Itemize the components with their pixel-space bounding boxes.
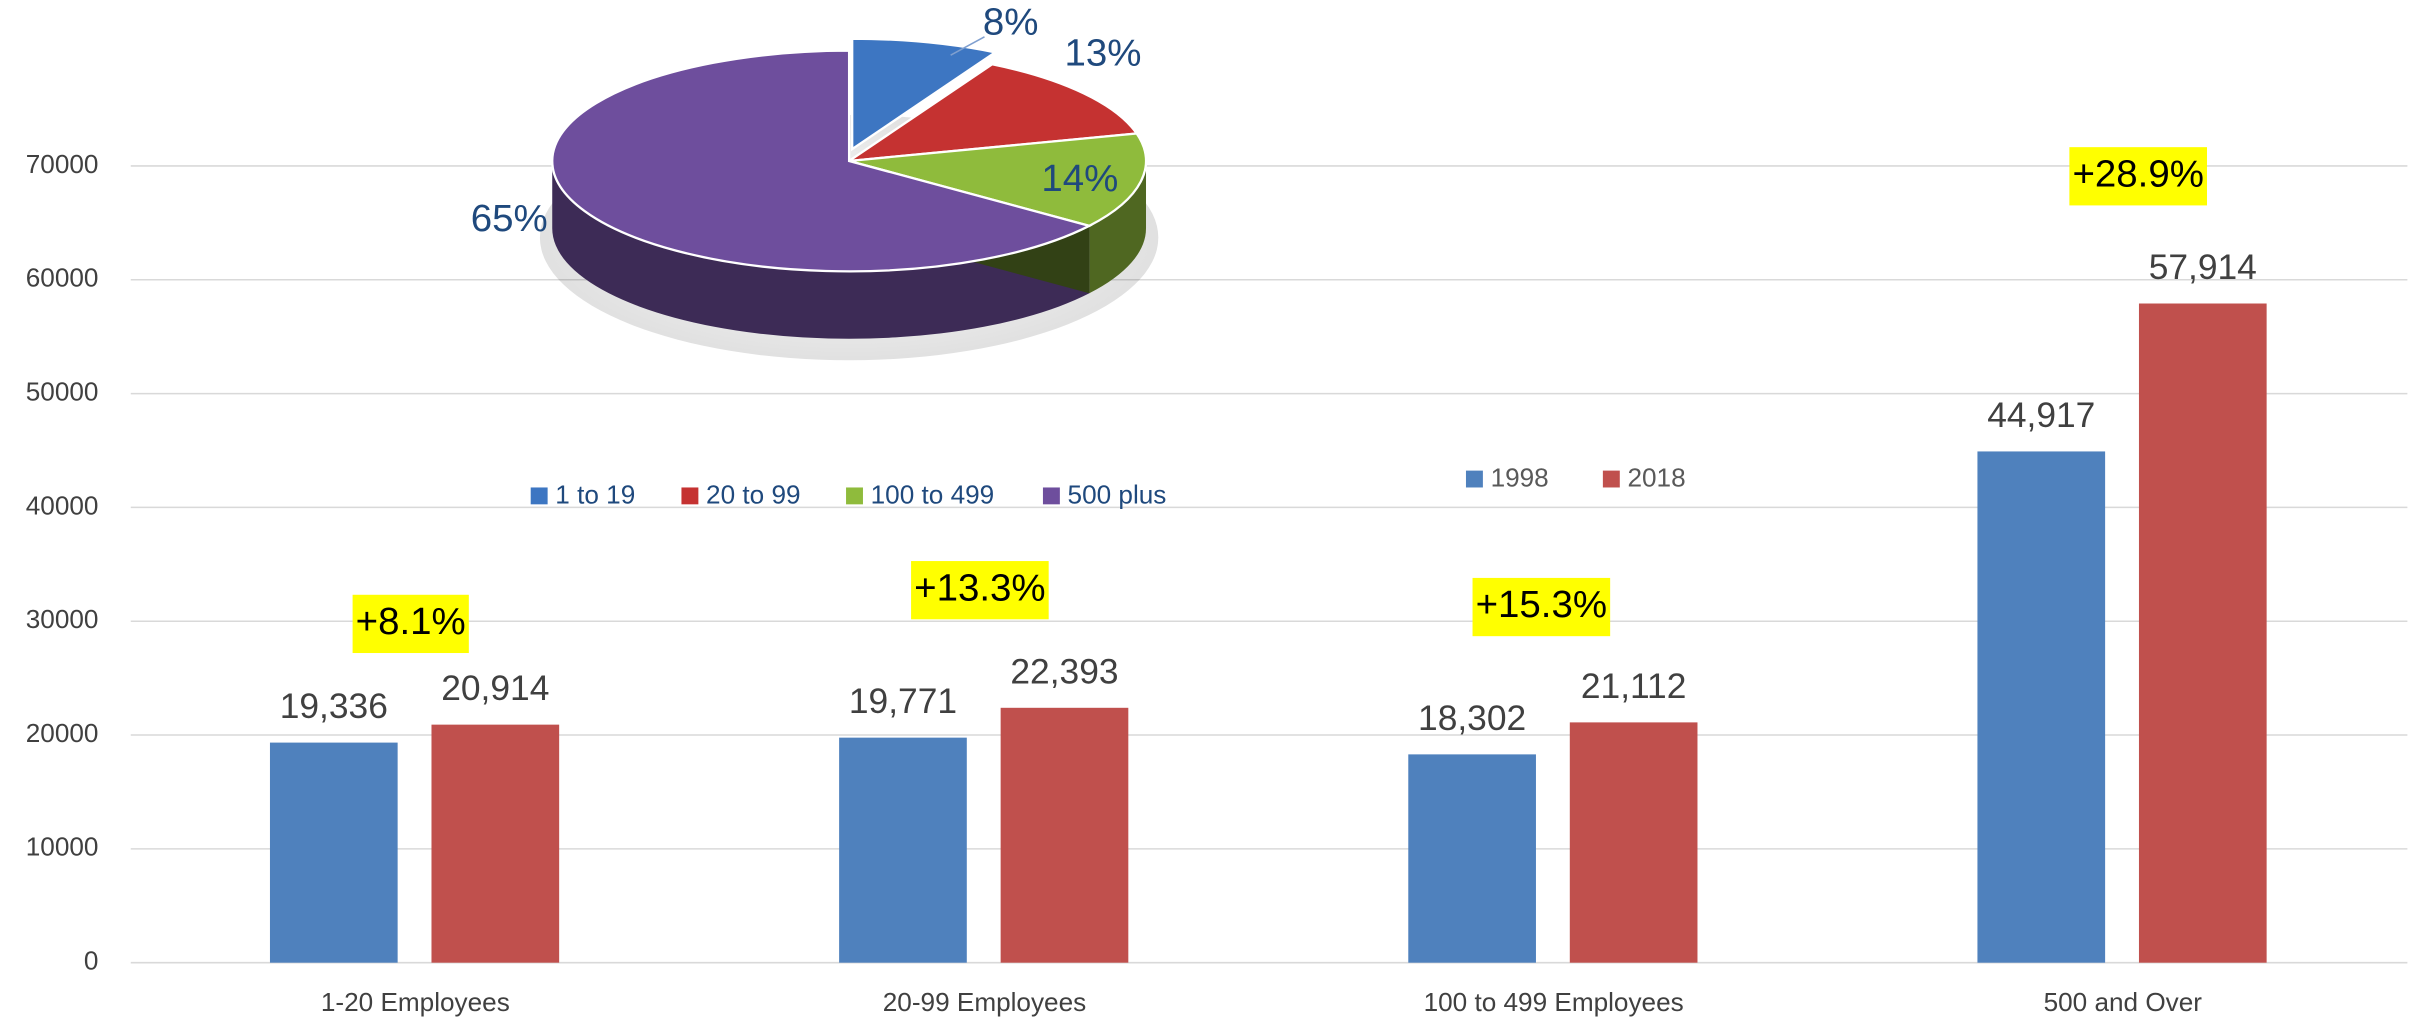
y-tick-label: 30000 — [26, 604, 99, 634]
y-tick-label: 20000 — [26, 718, 99, 748]
bar — [1977, 451, 2106, 963]
legend-swatch — [530, 487, 548, 505]
legend-swatch — [846, 487, 863, 505]
pie-label: 8% — [983, 1, 1039, 44]
annotation-highlight — [911, 561, 1049, 620]
annotation: +15.3% — [1476, 583, 1607, 626]
x-tick-label: 1-20 Employees — [321, 987, 510, 1017]
x-tick-label: 500 and Over — [2044, 987, 2203, 1017]
annotation: +8.1% — [356, 600, 466, 643]
data-label: 21,112 — [1581, 667, 1687, 706]
leader-line — [950, 36, 985, 56]
pie-label: 65% — [471, 197, 548, 240]
y-tick-label: 50000 — [26, 377, 99, 407]
y-tick-label: 0 — [84, 946, 99, 976]
bar — [1000, 707, 1129, 963]
bar — [1408, 754, 1536, 963]
y-tick-label: 40000 — [26, 490, 99, 520]
legend-label: 1998 — [1491, 463, 1549, 493]
pie-label: 14% — [1041, 157, 1118, 200]
pie-slice — [848, 132, 1148, 228]
data-label: 57,914 — [2149, 248, 2257, 287]
legend-swatch — [1465, 470, 1483, 488]
bar — [431, 724, 560, 963]
bar — [2138, 303, 2267, 963]
legend-swatch — [1042, 487, 1060, 505]
pie-slice-side — [552, 160, 1090, 339]
annotation-highlight — [1472, 577, 1611, 637]
pie-slice-side — [1089, 160, 1147, 294]
legend-swatch — [1602, 470, 1620, 488]
bar — [839, 737, 967, 963]
bar — [269, 742, 398, 963]
y-tick-label: 60000 — [26, 263, 99, 293]
data-label: 44,917 — [1987, 396, 2095, 435]
x-tick-label: 20-99 Employees — [883, 987, 1086, 1017]
annotation-highlight — [2069, 147, 2207, 206]
legend-label: 500 plus — [1068, 480, 1167, 510]
legend-label: 20 to 99 — [706, 480, 800, 510]
data-label: 19,771 — [849, 682, 957, 721]
legend-swatch — [681, 487, 699, 505]
annotation: +13.3% — [914, 566, 1045, 609]
annotation-highlight — [352, 594, 469, 654]
y-tick-label: 10000 — [26, 832, 99, 862]
data-label: 20,914 — [441, 669, 549, 708]
pie-slice — [851, 37, 999, 152]
data-label: 19,336 — [280, 687, 388, 726]
bar — [1569, 722, 1698, 963]
legend-label: 2018 — [1627, 463, 1685, 493]
pie-slice — [551, 49, 1093, 273]
pie-slice — [848, 63, 1139, 163]
x-tick-label: 100 to 499 Employees — [1424, 987, 1684, 1017]
data-label: 22,393 — [1010, 652, 1118, 691]
legend-label: 100 to 499 — [871, 480, 995, 510]
annotation: +28.9% — [2072, 152, 2203, 195]
legend-label: 1 to 19 — [555, 480, 635, 510]
y-tick-label: 70000 — [26, 149, 99, 179]
pie-label: 13% — [1064, 31, 1141, 74]
data-label: 18,302 — [1418, 699, 1526, 738]
